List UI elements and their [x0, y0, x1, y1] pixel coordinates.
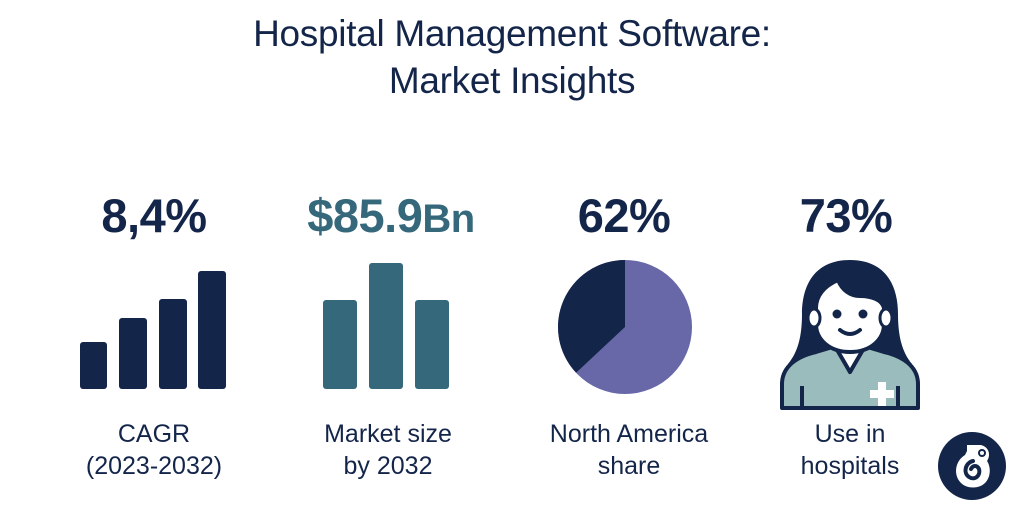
- market-size-number: $85.9: [307, 189, 423, 242]
- north-america-label-line-2: share: [597, 452, 661, 480]
- title-line-1: Hospital Management Software:: [253, 13, 771, 54]
- north-america-label-line-1: North America: [549, 420, 709, 448]
- cagr-bar-4: [198, 271, 226, 389]
- market-size-label-line-1: Market size: [324, 420, 452, 448]
- north-america-value: 62%: [577, 189, 671, 242]
- market-size-value: $85.9Bn: [286, 188, 496, 243]
- hospital-use-label-line-2: hospitals: [800, 452, 900, 480]
- cagr-label-line-2: (2023-2032): [85, 452, 223, 480]
- hospital-use-label-line-1: Use in: [814, 420, 886, 448]
- page-title: Hospital Management Software: Market Ins…: [0, 10, 1024, 104]
- hospital-use-label: Use in hospitals: [740, 418, 960, 482]
- market-bar-1: [323, 300, 357, 389]
- cagr-label-line-1: CAGR: [117, 420, 191, 448]
- market-size-label-line-2: by 2032: [343, 452, 433, 480]
- nurse-icon: [780, 260, 920, 410]
- north-america-label: North America share: [519, 418, 739, 482]
- cagr-bar-2: [119, 318, 147, 389]
- cagr-bar-3: [159, 299, 187, 389]
- market-bar-2: [369, 263, 403, 389]
- title-line-2: Market Insights: [388, 60, 636, 101]
- cagr-label: CAGR (2023-2032): [44, 418, 264, 482]
- market-size-unit: Bn: [422, 197, 475, 241]
- chameleon-logo-icon: [938, 432, 1006, 500]
- cagr-bar-1: [80, 342, 107, 389]
- cagr-value: 8,4%: [101, 189, 207, 242]
- hospital-use-value: 73%: [799, 189, 893, 242]
- market-size-label: Market size by 2032: [278, 418, 498, 482]
- market-bar-3: [415, 300, 449, 389]
- pie-chart-icon: [558, 260, 692, 394]
